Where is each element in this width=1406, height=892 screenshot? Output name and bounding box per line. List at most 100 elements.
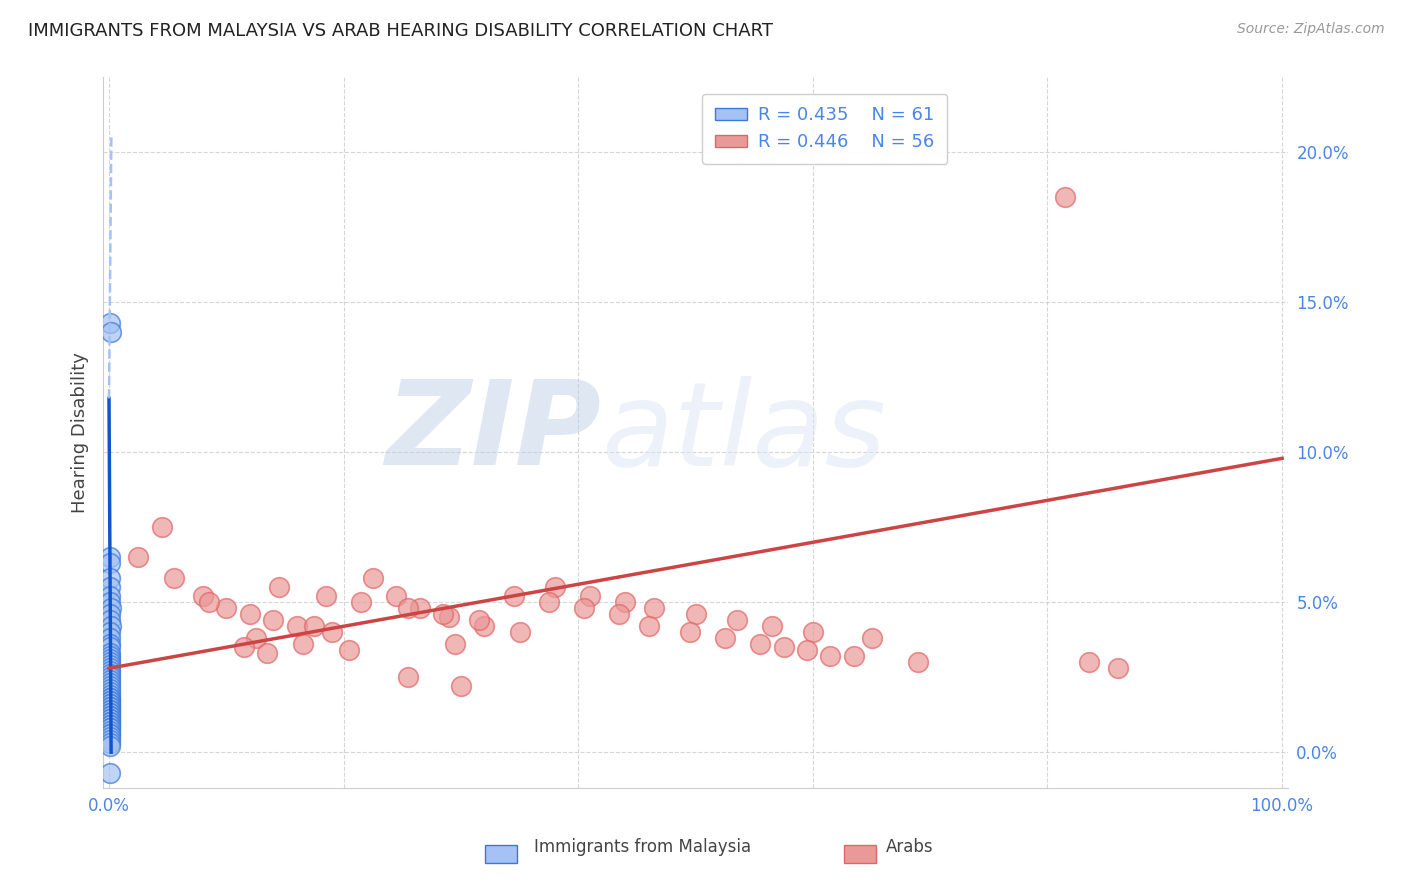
Point [100, 694, 122, 708]
Point [1107, 661, 1129, 675]
Point [509, 625, 531, 640]
Point [502, 589, 524, 603]
Text: atlas: atlas [600, 376, 886, 490]
Point [396, 670, 419, 684]
Point [150, 520, 173, 534]
Point [98, 652, 121, 666]
Point [98, 766, 121, 780]
Point [98, 580, 121, 594]
Point [572, 601, 595, 615]
Point [450, 679, 472, 693]
Point [98, 700, 121, 714]
Text: Source: ZipAtlas.com: Source: ZipAtlas.com [1237, 22, 1385, 37]
Point [98, 673, 121, 688]
Point [607, 607, 630, 622]
Point [98, 727, 121, 741]
Point [232, 640, 254, 655]
Point [614, 595, 637, 609]
Point [98, 706, 121, 721]
Point [98, 712, 121, 726]
Point [714, 632, 737, 646]
Point [339, 643, 361, 657]
Point [100, 637, 122, 651]
Point [100, 619, 122, 633]
Point [98, 718, 121, 732]
Point [907, 655, 929, 669]
Point [1054, 190, 1077, 204]
Point [842, 649, 865, 664]
Text: ZIP: ZIP [385, 376, 600, 491]
Text: Immigrants from Malaysia: Immigrants from Malaysia [534, 838, 751, 855]
Point [98, 715, 121, 730]
Point [98, 595, 121, 609]
Point [98, 589, 121, 603]
Point [801, 625, 824, 640]
Point [98, 736, 121, 750]
Point [215, 601, 238, 615]
Point [409, 601, 432, 615]
Point [321, 625, 343, 640]
Point [98, 698, 121, 712]
Point [820, 649, 842, 664]
Point [474, 619, 496, 633]
Point [98, 670, 121, 684]
Point [350, 595, 373, 609]
Point [98, 682, 121, 697]
Text: IMMIGRANTS FROM MALAYSIA VS ARAB HEARING DISABILITY CORRELATION CHART: IMMIGRANTS FROM MALAYSIA VS ARAB HEARING… [28, 22, 773, 40]
Point [98, 733, 121, 747]
Point [98, 718, 121, 732]
Point [98, 679, 121, 693]
Point [725, 613, 748, 627]
Text: Arabs: Arabs [886, 838, 934, 855]
Point [98, 655, 121, 669]
Point [256, 646, 278, 660]
Point [98, 613, 121, 627]
Point [304, 619, 326, 633]
Point [98, 688, 121, 702]
Point [98, 667, 121, 681]
Point [772, 640, 794, 655]
Point [98, 724, 121, 739]
Point [579, 589, 602, 603]
Point [98, 703, 121, 717]
Point [98, 721, 121, 735]
Point [191, 589, 214, 603]
Point [537, 595, 560, 609]
Point [467, 613, 489, 627]
Point [98, 649, 121, 664]
Point [98, 691, 121, 706]
Point [98, 709, 121, 723]
Point [98, 727, 121, 741]
Point [98, 703, 121, 717]
Point [685, 607, 707, 622]
Point [98, 700, 121, 714]
Point [291, 637, 314, 651]
Point [437, 610, 460, 624]
Point [98, 715, 121, 730]
Point [98, 691, 121, 706]
Point [444, 637, 467, 651]
Point [98, 632, 121, 646]
Point [98, 317, 121, 331]
Point [98, 640, 121, 655]
Point [385, 589, 408, 603]
Point [679, 625, 702, 640]
Point [644, 601, 666, 615]
Point [239, 607, 262, 622]
Point [860, 632, 883, 646]
Point [1077, 655, 1099, 669]
Point [245, 632, 267, 646]
Point [98, 694, 121, 708]
Point [98, 709, 121, 723]
Point [98, 646, 121, 660]
Point [100, 326, 122, 340]
Point [262, 613, 284, 627]
Point [269, 580, 291, 594]
Point [761, 619, 783, 633]
Point [100, 665, 122, 679]
Point [98, 661, 121, 675]
Point [100, 601, 122, 615]
Point [98, 685, 121, 699]
Point [285, 619, 308, 633]
Point [98, 706, 121, 721]
